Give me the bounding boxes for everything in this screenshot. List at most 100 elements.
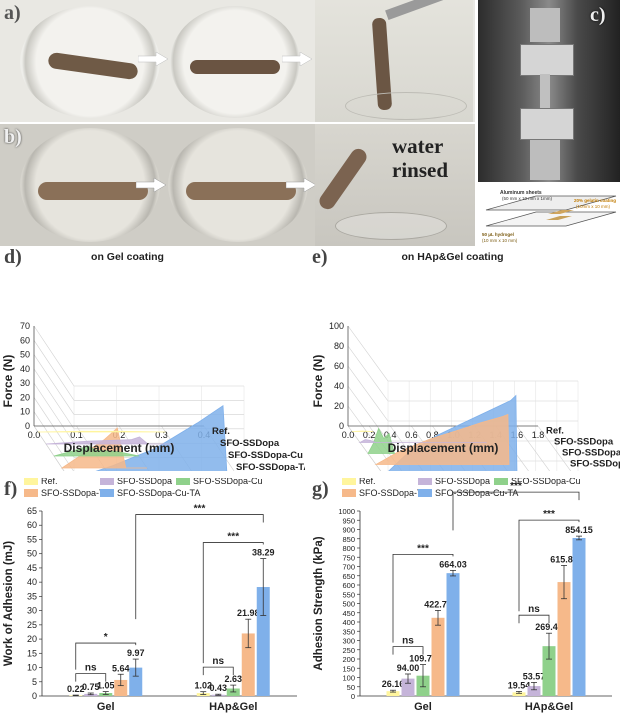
data-label: 109.79: [409, 654, 437, 664]
y-tick-label: 550: [342, 590, 355, 599]
significance-bracket: [452, 491, 580, 531]
legend-swatch: [24, 489, 38, 497]
grid-line: [347, 385, 389, 442]
panel-a-label: a): [4, 2, 21, 24]
y-axis-label: Force (N): [1, 355, 15, 408]
y-tick-label: 50: [20, 350, 30, 360]
y-tick-label: 50: [347, 683, 355, 692]
category-label: Gel: [97, 701, 115, 713]
schematic-label: 20% gelatin coating: [574, 198, 616, 203]
x-tick-label: 0.8: [426, 430, 439, 440]
adhesion-strength-chart: Ref. SFO-SSDopa SFO-SSDopa-Cu SFO-SSDopa-TA…: [313, 478, 612, 713]
y-tick-label: 40: [20, 364, 30, 374]
data-label: 0.43: [209, 683, 227, 693]
x-tick-label: 0.4: [384, 430, 397, 440]
schematic-label: (10mm x 10 mm): [576, 204, 611, 209]
series-label: SFO-SSDopa: [220, 438, 280, 449]
significance-bracket: [392, 646, 424, 655]
y-tick-label: 20: [334, 401, 344, 411]
significance-bracket: [392, 553, 454, 643]
grid-line: [347, 345, 389, 402]
y-tick-label: 80: [334, 341, 344, 351]
bar: [401, 678, 415, 696]
y-tick-label: 600: [342, 581, 355, 590]
x-tick-label: 0.2: [363, 430, 376, 440]
y-tick-label: 10: [20, 407, 30, 417]
tensile-tester-photo: [478, 0, 620, 182]
grid-line: [33, 340, 75, 401]
x-tick-label: 0.0: [342, 430, 355, 440]
series-area: [351, 430, 374, 432]
data-label: 615.83: [550, 554, 578, 564]
y-tick-label: 50: [27, 549, 37, 559]
y-tick-label: 40: [27, 577, 37, 587]
legend-label: SFO-SSDopa-Cu-TA: [435, 488, 518, 498]
bar: [557, 582, 571, 696]
data-label: 269.40: [535, 622, 563, 632]
legend-swatch: [24, 478, 38, 485]
data-label: 21.98: [237, 608, 260, 618]
y-tick-label: 650: [342, 572, 355, 581]
specimen-schematic: Aluminum sheets (50 mm x 10 mm x 1mm) 20…: [482, 190, 616, 243]
series-label: SFO-SSDopa-Cu: [228, 450, 303, 461]
y-tick-label: 40: [334, 381, 344, 391]
x-tick-label: 0.1: [70, 430, 83, 440]
y-tick-label: 800: [342, 544, 355, 553]
hydrogel-strip-photo: [186, 182, 296, 200]
y-tick-label: 35: [27, 591, 37, 601]
legend-swatch: [176, 478, 190, 485]
data-label: 9.97: [127, 648, 145, 658]
y-axis-label: Adhesion Strength (kPa): [313, 536, 325, 670]
significance-bracket: [518, 614, 550, 624]
y-tick-label: 300: [342, 637, 355, 646]
panel-b-label: b): [4, 126, 22, 148]
y-tick-label: 0: [351, 692, 355, 701]
x-axis-label: Displacement (mm): [64, 441, 175, 455]
x-axis-label: Displacement (mm): [388, 441, 499, 455]
y-tick-label: 150: [342, 664, 355, 673]
y-tick-label: 750: [342, 553, 355, 562]
x-tick-label: 0.3: [155, 430, 168, 440]
y-tick-label: 100: [342, 674, 355, 683]
panel-c-label: c): [590, 4, 606, 26]
series-label: SFO-SSDopa-TA: [570, 459, 620, 470]
data-label: 53.57: [523, 671, 546, 681]
significance-label: *: [104, 632, 108, 643]
legend-swatch: [100, 478, 114, 485]
data-label: 19.54: [508, 680, 531, 690]
legend-swatch: [100, 489, 114, 497]
bar: [431, 617, 445, 696]
significance-label: ns: [528, 604, 540, 615]
data-label: 2.63: [224, 674, 242, 684]
arrow-right-icon: [137, 51, 169, 67]
rinsed-hydrogel-photo: [315, 124, 475, 246]
panel-e-label: e): [312, 246, 328, 268]
y-tick-label: 55: [27, 534, 37, 544]
grid-line: [33, 354, 75, 415]
schematic-label: Aluminum sheets: [500, 190, 542, 196]
bar: [241, 633, 255, 696]
bar: [114, 679, 128, 696]
arrow-right-icon: [135, 177, 167, 193]
y-tick-label: 400: [342, 618, 355, 627]
series-area: [45, 436, 174, 445]
grid-line: [516, 425, 550, 471]
x-tick-label: 0.6: [405, 430, 418, 440]
y-tick-label: 250: [342, 646, 355, 655]
y-tick-label: 100: [329, 321, 344, 331]
data-label: 26.16: [382, 679, 405, 689]
gel-force-chart: 0102030405060700.00.10.20.30.4SFO-SSDopa…: [1, 251, 305, 471]
grid-line: [347, 365, 389, 422]
legend-swatch: [342, 489, 356, 497]
series-label: SFO-SSDopa-TA: [236, 462, 305, 471]
legend-label: SFO-SSDopa-Cu: [511, 478, 581, 486]
legend-label: SFO-SSDopa-Cu: [193, 478, 263, 486]
y-tick-label: 0: [32, 691, 37, 701]
y-tick-label: 10: [27, 663, 37, 673]
y-axis-label: Force (N): [311, 355, 325, 408]
y-tick-label: 200: [342, 655, 355, 664]
significance-label: ***: [543, 509, 555, 520]
significance-label: ns: [85, 663, 97, 674]
y-tick-label: 350: [342, 627, 355, 636]
x-tick-label: 0.0: [28, 430, 41, 440]
